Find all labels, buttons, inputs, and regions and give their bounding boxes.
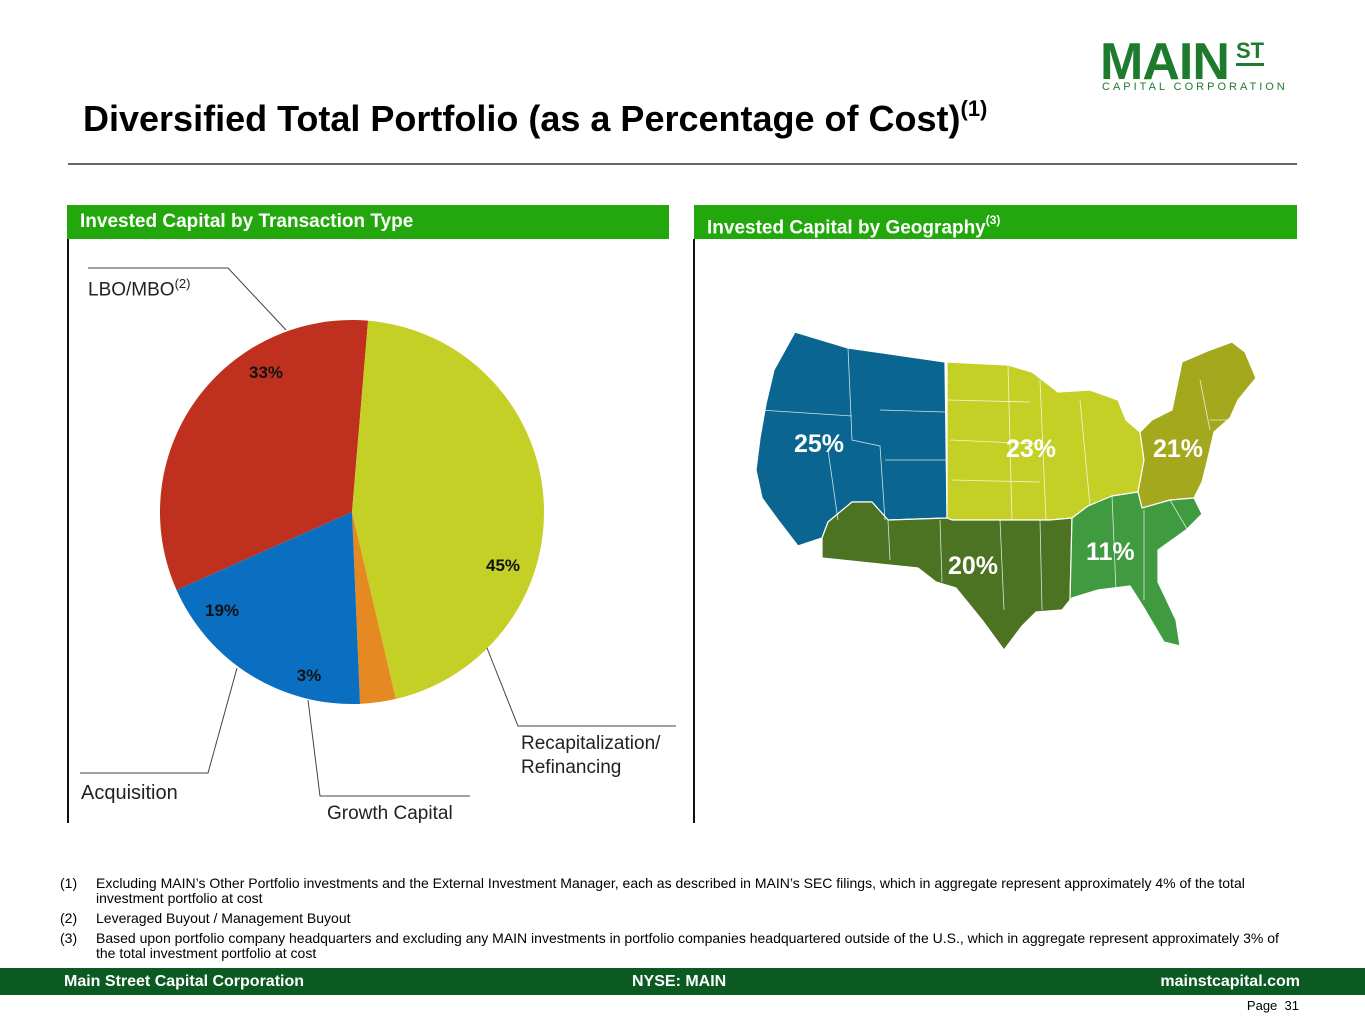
region-northeast bbox=[1137, 341, 1257, 509]
footnote-2-text: Leveraged Buyout / Management Buyout bbox=[96, 910, 351, 926]
page-title: Diversified Total Portfolio (as a Percen… bbox=[83, 96, 988, 140]
us-geography-map bbox=[755, 331, 1257, 651]
category-label-lbo: LBO/MBO(2) bbox=[88, 272, 190, 302]
page-number-value: 31 bbox=[1284, 998, 1299, 1013]
right-panel-border bbox=[693, 239, 695, 823]
footnote-1-number: (1) bbox=[60, 875, 78, 891]
pie-slice-lbo bbox=[160, 319, 369, 591]
footnote-3: (3) Based upon portfolio company headquar… bbox=[60, 931, 1300, 961]
map-label-midwest: 23% bbox=[1006, 435, 1057, 463]
geography-footnote-ref: (3) bbox=[985, 213, 1001, 227]
page-number: Page 31 bbox=[1247, 998, 1299, 1013]
geography-heading: Invested Capital by Geography bbox=[707, 217, 986, 239]
leader-line-recap bbox=[486, 647, 676, 727]
region-southwest bbox=[821, 501, 1073, 651]
value-label-growth: 3% bbox=[297, 666, 322, 685]
logo-subtitle: CAPITAL CORPORATION bbox=[1102, 81, 1288, 93]
category-label-lbo-note: (2) bbox=[174, 276, 191, 291]
pie-slice-recap bbox=[352, 320, 545, 699]
value-label-acquisition: 19% bbox=[205, 601, 239, 620]
page-title-text: Diversified Total Portfolio (as a Percen… bbox=[83, 98, 961, 139]
region-southeast bbox=[1069, 491, 1203, 647]
state-borders bbox=[759, 347, 1240, 611]
category-label-lbo-text: LBO/MBO bbox=[88, 279, 175, 301]
value-label-recap: 45% bbox=[486, 556, 520, 575]
footer-company: Main Street Capital Corporation bbox=[64, 973, 305, 990]
category-label-growth: Growth Capital bbox=[327, 803, 453, 824]
footer-website-link[interactable]: mainstcapital.com bbox=[1160, 973, 1300, 990]
logo-main-text: MAIN bbox=[1100, 33, 1230, 91]
page-title-footnote-ref: (1) bbox=[960, 96, 988, 121]
map-label-southeast: 11% bbox=[1086, 538, 1135, 566]
footnotes: (1) Excluding MAIN’s Other Portfolio inve… bbox=[60, 876, 1300, 966]
left-panel-border bbox=[67, 239, 69, 823]
footnote-1: (1) Excluding MAIN’s Other Portfolio inve… bbox=[60, 876, 1300, 906]
main-street-logo: MAIN ST CAPITAL CORPORATION bbox=[1100, 33, 1285, 96]
geography-header: Invested Capital by Geography(3) bbox=[694, 205, 1297, 239]
pie-slices bbox=[160, 319, 545, 704]
transaction-type-header: Invested Capital by Transaction Type bbox=[67, 205, 669, 239]
value-label-lbo: 33% bbox=[249, 363, 283, 382]
pie-leader-lines bbox=[80, 267, 676, 797]
map-label-west: 25% bbox=[794, 430, 845, 458]
footnote-1-text: Excluding MAIN’s Other Portfolio investm… bbox=[96, 875, 1245, 906]
category-label-acquisition: Acquisition bbox=[81, 782, 178, 804]
category-label-recap-line1: Recapitalization/ bbox=[521, 733, 661, 754]
footer-ticker: NYSE: MAIN bbox=[632, 973, 727, 990]
logo-st-text: ST bbox=[1236, 40, 1265, 66]
category-label-recap: Recapitalization/ Refinancing bbox=[521, 732, 660, 780]
footnote-2-number: (2) bbox=[60, 910, 78, 926]
page-number-label: Page bbox=[1246, 998, 1278, 1013]
transaction-type-heading: Invested Capital by Transaction Type bbox=[80, 211, 414, 232]
map-label-southwest: 20% bbox=[948, 552, 999, 580]
footnote-3-number: (3) bbox=[60, 930, 78, 946]
footnote-3-text: Based upon portfolio company headquarter… bbox=[96, 930, 1279, 961]
pie-value-labels: 33% 45% 3% 19% bbox=[205, 363, 520, 685]
leader-line-growth bbox=[307, 699, 470, 797]
pie-slice-acquisition bbox=[176, 512, 361, 704]
leader-line-lbo bbox=[88, 267, 287, 331]
leader-line-acquisition bbox=[80, 667, 238, 774]
footer-bar: Main Street Capital Corporation NYSE: MA… bbox=[0, 968, 1365, 995]
footnote-2: (2) Leveraged Buyout / Management Buyout bbox=[60, 911, 1300, 926]
title-divider bbox=[68, 163, 1297, 165]
category-label-recap-line2: Refinancing bbox=[521, 757, 622, 778]
map-label-northeast: 21% bbox=[1153, 435, 1204, 463]
pie-slice-growth bbox=[352, 512, 396, 704]
transaction-type-pie-chart: 33% 45% 3% 19% bbox=[80, 267, 676, 797]
